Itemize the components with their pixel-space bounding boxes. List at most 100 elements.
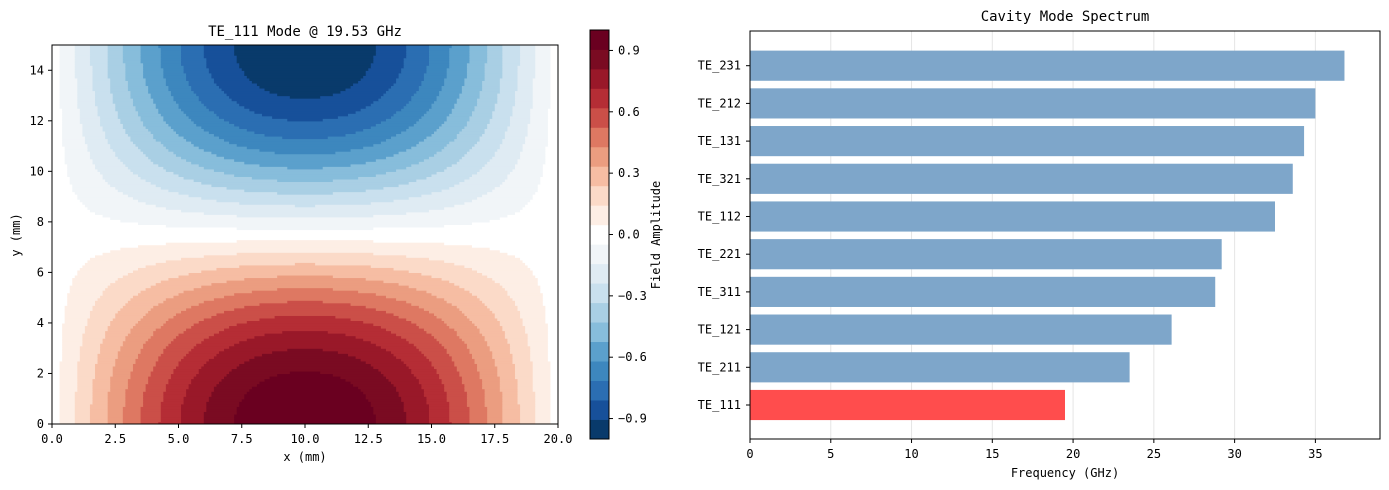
contour-cell (547, 350, 558, 354)
contour-cell (52, 158, 66, 162)
contour-cell (423, 327, 455, 332)
contour-cell (249, 358, 362, 362)
contour-cell (105, 133, 129, 137)
contour-cell (77, 383, 94, 387)
contour-cell (125, 163, 159, 167)
contour-cell (138, 110, 159, 114)
contour-cell (459, 370, 481, 375)
contour-cell (499, 216, 558, 220)
contour-cell (100, 120, 121, 124)
contour-cell (89, 57, 109, 61)
contour-cell (77, 80, 94, 84)
contour-cell (355, 335, 402, 339)
contour-cell (224, 375, 271, 380)
contour-cell (287, 300, 324, 304)
contour-cell (105, 135, 132, 140)
contour-cell (540, 181, 558, 185)
contour-cell (84, 141, 109, 145)
bar-category-label: TE_211 (698, 360, 741, 374)
contour-cell (82, 338, 104, 342)
contour-cell (471, 244, 558, 248)
contour-cell (52, 285, 71, 289)
contour-cell (115, 151, 144, 155)
contour-cell (87, 146, 111, 150)
contour-cell (183, 135, 220, 140)
contour-cell (520, 421, 536, 424)
contour-cell (148, 375, 172, 380)
contour-cell (479, 330, 506, 334)
contour-cell (188, 82, 218, 87)
contour-cell (95, 166, 129, 170)
contour-cell (401, 396, 428, 400)
contour-cell (550, 391, 558, 395)
contour-cell (62, 138, 86, 142)
contour-cell (95, 211, 205, 215)
contour-cell (59, 398, 76, 402)
contour-cell (469, 55, 488, 59)
contour-cell (112, 95, 132, 99)
contour-cell (213, 133, 266, 137)
contour-cell (449, 401, 468, 405)
contour-cell (206, 65, 240, 69)
contour-cell (489, 158, 519, 162)
contour-cell (487, 305, 519, 309)
contour-cell (350, 381, 392, 385)
contour-cell (107, 327, 132, 332)
contour-cell (52, 375, 61, 380)
contour-cell (449, 47, 471, 51)
contour-cell (138, 320, 167, 324)
contour-cell (517, 82, 534, 87)
contour-cell (95, 375, 111, 380)
contour-cell (165, 120, 195, 124)
contour-cell (393, 153, 435, 157)
contour-cell (542, 297, 558, 301)
contour-cell (52, 315, 66, 319)
contour-cell (471, 355, 493, 359)
contour-cell (100, 115, 119, 119)
contour-cell (502, 60, 521, 64)
contour-cell (216, 353, 263, 357)
contour-cell (77, 90, 96, 94)
contour-cell (469, 47, 488, 51)
contour-cell (239, 401, 372, 405)
contour-cell (115, 108, 137, 112)
contour-cell (165, 80, 190, 84)
contour-cell (360, 358, 402, 362)
contour-cell (107, 138, 132, 142)
contour-cell (550, 418, 558, 423)
colorbar-swatch (590, 400, 609, 420)
contour-cell (64, 320, 89, 324)
contour-cell (127, 166, 164, 170)
contour-cell (547, 128, 558, 132)
contour-cell (535, 55, 552, 59)
contour-cell (150, 370, 175, 375)
contour-y-tick-label: 14 (30, 63, 44, 77)
contour-cell (542, 163, 558, 167)
contour-cell (550, 52, 558, 56)
contour-cell (120, 348, 142, 352)
contour-cell (363, 320, 412, 324)
contour-cell (231, 368, 379, 372)
contour-cell (535, 396, 552, 400)
contour-cell (77, 365, 96, 370)
contour-cell (92, 378, 111, 382)
contour-cell (512, 110, 531, 114)
contour-cell (198, 146, 248, 150)
contour-cell (421, 80, 445, 84)
contour-cell (52, 196, 78, 200)
contour-cell (74, 67, 94, 71)
contour-cell (52, 327, 63, 332)
contour-cell (411, 95, 438, 99)
contour-cell (52, 310, 66, 314)
contour-cell (122, 408, 142, 412)
contour-cell (540, 287, 558, 291)
contour-cell (125, 403, 144, 407)
contour-cell (239, 62, 372, 66)
contour-cell (168, 87, 192, 92)
contour-cell (482, 82, 501, 87)
contour-cell (84, 262, 157, 266)
contour-cell (550, 80, 558, 84)
contour-cell (92, 383, 111, 387)
contour-cell (370, 363, 407, 367)
contour-cell (188, 80, 215, 84)
